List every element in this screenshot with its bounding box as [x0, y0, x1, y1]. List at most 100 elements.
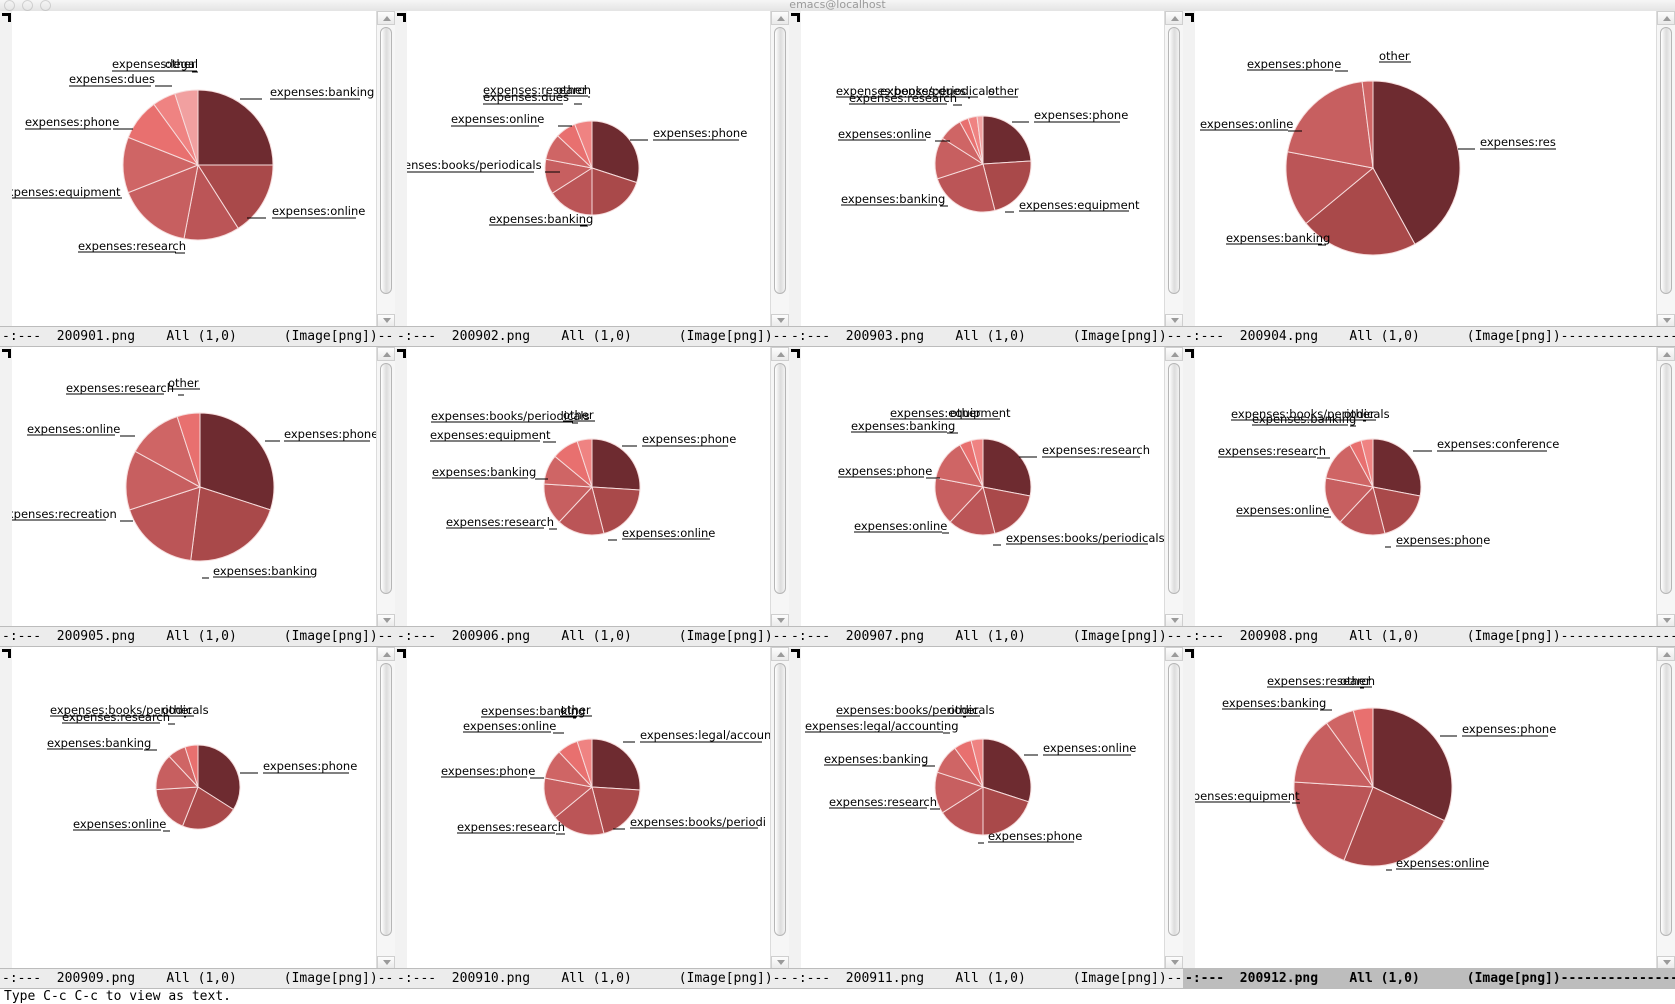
image-canvas[interactable]: expenses:phone expenses:banking enses:book… [407, 11, 771, 328]
vertical-scrollbar[interactable] [376, 347, 395, 628]
scroll-up-arrow-icon[interactable] [377, 647, 395, 661]
left-fringe [395, 347, 407, 628]
mode-line[interactable]: -:--- 200912.png All (1,0) (Image[png])-… [1183, 968, 1675, 989]
scroll-up-arrow-icon[interactable] [1165, 11, 1183, 25]
emacs-window-200907[interactable]: expenses:research expenses:books/periodic… [789, 347, 1183, 647]
image-canvas[interactable]: expenses:phone expenses:equipment expenses… [801, 11, 1165, 328]
pie-label-text: expenses:research [849, 91, 957, 105]
image-canvas[interactable]: expenses:phone expenses:online expenses:ba… [12, 647, 377, 970]
vertical-scrollbar[interactable] [1656, 347, 1675, 628]
mode-line[interactable]: -:--- 200903.png All (1,0) (Image[png])-… [789, 326, 1183, 347]
mode-line[interactable]: -:--- 200906.png All (1,0) (Image[png])-… [395, 626, 789, 647]
image-canvas[interactable]: expenses:phone expenses:banking expenses:r… [12, 347, 377, 628]
vertical-scrollbar[interactable] [770, 11, 789, 328]
scroll-up-arrow-icon[interactable] [771, 647, 789, 661]
emacs-window-200909[interactable]: expenses:phone expenses:online expenses:ba… [0, 647, 395, 989]
mode-line[interactable]: -:--- 200908.png All (1,0) (Image[png])-… [1183, 626, 1675, 647]
pie-label: expenses:banking [47, 736, 157, 751]
undo-icon[interactable] [40, 0, 51, 11]
scroll-up-arrow-icon[interactable] [377, 347, 395, 361]
pie-label-text: expenses:res [1480, 135, 1556, 149]
scrollbar-thumb[interactable] [774, 27, 786, 294]
image-canvas[interactable]: expenses:online expenses:phone expenses:re… [801, 647, 1165, 970]
mode-line[interactable]: -:--- 200901.png All (1,0) (Image[png])-… [0, 326, 395, 347]
scroll-up-arrow-icon[interactable] [1657, 647, 1675, 661]
window-corner-marker [1185, 649, 1194, 658]
vertical-scrollbar[interactable] [1656, 11, 1675, 328]
mode-line[interactable]: -:--- 200910.png All (1,0) (Image[png])-… [395, 968, 789, 989]
vertical-scrollbar[interactable] [1656, 647, 1675, 970]
scrollbar-thumb[interactable] [1168, 363, 1180, 594]
pie-label: expenses:research [849, 91, 962, 106]
mode-line[interactable]: -:--- 200904.png All (1,0) (Image[png])-… [1183, 326, 1675, 347]
pie-label-text: other [165, 57, 196, 71]
emacs-window-200903[interactable]: expenses:phone expenses:equipment expenses… [789, 11, 1183, 347]
vertical-scrollbar[interactable] [770, 647, 789, 970]
pie-label-text: expenses:phone [263, 759, 357, 773]
image-canvas[interactable]: expenses:res expenses:banking expenses:onl… [1195, 11, 1657, 328]
image-canvas[interactable]: expenses:legal/accoun expenses:books/peri… [407, 647, 771, 970]
scroll-up-arrow-icon[interactable] [1657, 347, 1675, 361]
pie-label-text: expenses:online [1236, 503, 1329, 517]
window-body: expenses:phone expenses:banking expenses:r… [0, 347, 395, 628]
vertical-scrollbar[interactable] [1164, 11, 1183, 328]
scroll-down-arrow-icon[interactable] [377, 314, 395, 328]
mode-line[interactable]: -:--- 200909.png All (1,0) (Image[png])-… [0, 968, 395, 989]
image-canvas[interactable]: expenses:research expenses:books/periodic… [801, 347, 1165, 628]
pie-label-text: expenses:equipment [12, 185, 121, 199]
emacs-window-200902[interactable]: expenses:phone expenses:banking enses:book… [395, 11, 789, 347]
pie-label: expenses:online [73, 817, 170, 832]
vertical-scrollbar[interactable] [376, 11, 395, 328]
vertical-scrollbar[interactable] [376, 647, 395, 970]
pie-slice [181, 786, 235, 830]
pie-label: other [560, 703, 592, 717]
pie-label-text: other [162, 703, 193, 717]
scrollbar-thumb[interactable] [1168, 663, 1180, 936]
pie-slice [982, 486, 1031, 535]
scrollbar-thumb[interactable] [380, 663, 392, 936]
scroll-up-arrow-icon[interactable] [771, 11, 789, 25]
scrollbar-thumb[interactable] [380, 363, 392, 594]
emacs-window-200904[interactable]: expenses:res expenses:banking expenses:onl… [1183, 11, 1675, 347]
emacs-window-200911[interactable]: expenses:online expenses:phone expenses:re… [789, 647, 1183, 989]
mode-line[interactable]: -:--- 200911.png All (1,0) (Image[png])-… [789, 968, 1183, 989]
emacs-window-200901[interactable]: expenses:banking expenses:online expenses:… [0, 11, 395, 347]
scroll-up-arrow-icon[interactable] [1165, 347, 1183, 361]
image-canvas[interactable]: expenses:phone expenses:online xpenses:equ… [1195, 647, 1657, 970]
scrollbar-thumb[interactable] [1660, 663, 1672, 936]
emacs-window-200908[interactable]: expenses:conference expenses:phone expense… [1183, 347, 1675, 647]
pie-label: expenses:research [1019, 443, 1150, 458]
pie-slice [1372, 486, 1421, 535]
scroll-up-arrow-icon[interactable] [1165, 647, 1183, 661]
scrollbar-thumb[interactable] [1660, 363, 1672, 594]
scrollbar-thumb[interactable] [1660, 27, 1672, 294]
pie-slice [551, 167, 593, 216]
tool-bar-icons[interactable] [4, 0, 51, 11]
mode-line[interactable]: -:--- 200905.png All (1,0) (Image[png])-… [0, 626, 395, 647]
pie-label-text: expenses:dues [69, 72, 155, 86]
image-canvas[interactable]: expenses:banking expenses:online expenses:… [12, 11, 377, 328]
scrollbar-thumb[interactable] [1168, 27, 1180, 294]
open-file-icon[interactable] [4, 0, 15, 11]
image-canvas[interactable]: expenses:phone expenses:online expenses:re… [407, 347, 771, 628]
save-file-icon[interactable] [22, 0, 33, 11]
pie-slice [1339, 485, 1386, 536]
emacs-window-200906[interactable]: expenses:phone expenses:online expenses:re… [395, 347, 789, 647]
emacs-window-200912[interactable]: expenses:phone expenses:online xpenses:equ… [1183, 647, 1675, 989]
mode-line[interactable]: -:--- 200907.png All (1,0) (Image[png])-… [789, 626, 1183, 647]
pie-slice [1343, 786, 1446, 867]
scrollbar-thumb[interactable] [774, 663, 786, 936]
scrollbar-thumb[interactable] [380, 27, 392, 294]
emacs-window-200905[interactable]: expenses:phone expenses:banking expenses:r… [0, 347, 395, 647]
vertical-scrollbar[interactable] [770, 347, 789, 628]
scrollbar-thumb[interactable] [774, 363, 786, 594]
pie-label-text: expenses:books/periodicals [1231, 407, 1390, 421]
mode-line[interactable]: -:--- 200902.png All (1,0) (Image[png])-… [395, 326, 789, 347]
scroll-up-arrow-icon[interactable] [771, 347, 789, 361]
image-canvas[interactable]: expenses:conference expenses:phone expense… [1195, 347, 1657, 628]
scroll-up-arrow-icon[interactable] [377, 11, 395, 25]
vertical-scrollbar[interactable] [1164, 347, 1183, 628]
emacs-window-200910[interactable]: expenses:legal/accoun expenses:books/peri… [395, 647, 789, 989]
scroll-up-arrow-icon[interactable] [1657, 11, 1675, 25]
vertical-scrollbar[interactable] [1164, 647, 1183, 970]
